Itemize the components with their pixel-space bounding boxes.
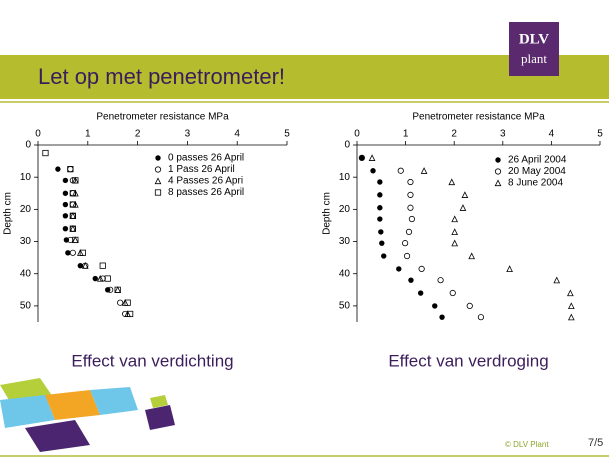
point xyxy=(396,266,401,271)
point xyxy=(432,303,437,308)
y-tick-label: 40 xyxy=(20,268,32,279)
point xyxy=(93,276,98,281)
point xyxy=(63,226,68,231)
caption: Effect van verdichting xyxy=(71,351,233,370)
page-number: 7/5 xyxy=(588,437,603,449)
legend-label: 20 May 2004 xyxy=(508,166,566,177)
legend-label: 4 Passes 26 Apri xyxy=(168,176,243,187)
legend-label: 26 April 2004 xyxy=(508,155,567,166)
y-tick-label: 40 xyxy=(339,268,351,279)
y-tick-label: 0 xyxy=(344,140,350,151)
x-tick-label: 1 xyxy=(85,129,91,140)
x-tick-label: 4 xyxy=(549,129,555,140)
point xyxy=(370,168,375,173)
x-tick-label: 1 xyxy=(403,129,409,140)
point xyxy=(55,166,60,171)
x-tick-label: 0 xyxy=(35,129,41,140)
y-axis-label: Depth cm xyxy=(3,192,14,235)
y-tick-label: 0 xyxy=(25,140,31,151)
point xyxy=(63,191,68,196)
y-tick-label: 30 xyxy=(20,236,32,247)
legend-label: 0 passes 26 April xyxy=(168,153,244,164)
x-tick-label: 0 xyxy=(354,129,360,140)
point xyxy=(63,178,68,183)
point xyxy=(63,202,68,207)
point xyxy=(381,253,386,258)
x-tick-label: 5 xyxy=(597,129,603,140)
y-tick-label: 10 xyxy=(20,172,32,183)
chart-title: Penetrometer resistance MPa xyxy=(96,112,229,123)
point xyxy=(377,205,382,210)
point xyxy=(377,216,382,221)
point xyxy=(378,229,383,234)
x-tick-label: 3 xyxy=(500,129,506,140)
y-tick-label: 50 xyxy=(339,301,351,312)
x-tick-label: 2 xyxy=(135,129,141,140)
y-axis-label: Depth cm xyxy=(322,192,333,235)
point xyxy=(377,192,382,197)
point xyxy=(418,290,423,295)
y-tick-label: 50 xyxy=(20,301,32,312)
caption: Effect van verdroging xyxy=(388,351,548,370)
footer: © DLV Plant xyxy=(505,440,549,449)
deco-shape xyxy=(45,390,100,420)
x-tick-label: 3 xyxy=(185,129,191,140)
point xyxy=(63,213,68,218)
x-tick-label: 5 xyxy=(284,129,290,140)
legend-label: 1 Pass 26 April xyxy=(168,164,235,175)
point xyxy=(439,314,444,319)
x-tick-label: 4 xyxy=(234,129,240,140)
logo xyxy=(509,22,559,76)
point xyxy=(377,179,382,184)
legend-marker xyxy=(155,155,160,160)
point xyxy=(379,240,384,245)
legend-label: 8 passes 26 April xyxy=(168,187,244,198)
legend-marker xyxy=(495,157,500,162)
point xyxy=(408,277,413,282)
y-tick-label: 30 xyxy=(339,236,351,247)
slide: Let op met penetrometer! DLV plant © DLV… xyxy=(0,0,609,459)
y-tick-label: 10 xyxy=(339,172,351,183)
logo-text: plant xyxy=(521,51,547,66)
logo-text: DLV xyxy=(519,31,549,47)
slide-title: Let op met penetrometer! xyxy=(38,64,285,89)
y-tick-label: 20 xyxy=(20,204,32,215)
legend-label: 8 June 2004 xyxy=(508,178,563,189)
x-tick-label: 2 xyxy=(451,129,457,140)
chart-title: Penetrometer resistance MPa xyxy=(412,112,545,123)
y-tick-label: 20 xyxy=(339,204,351,215)
